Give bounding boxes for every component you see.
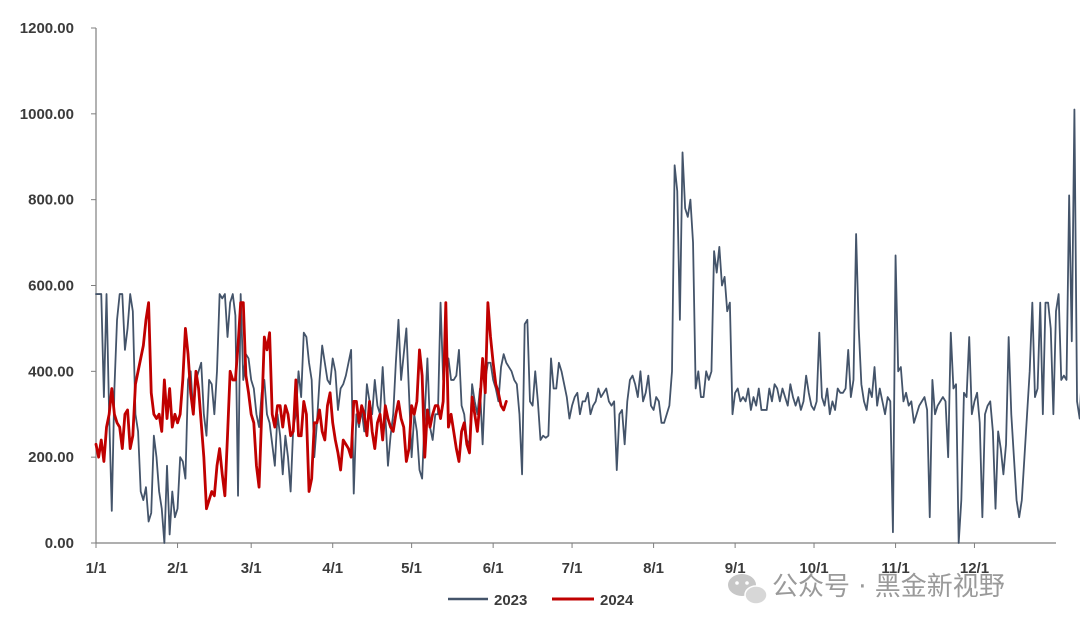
x-tick-label: 3/1 xyxy=(241,560,262,577)
wechat-icon xyxy=(728,574,768,605)
x-tick-label: 1/1 xyxy=(86,560,107,577)
y-tick-label: 400.00 xyxy=(28,363,74,380)
x-tick-label: 2/1 xyxy=(167,560,188,577)
series-lines xyxy=(94,108,1080,544)
y-tick-label: 600.00 xyxy=(28,278,74,295)
x-tick-label: 4/1 xyxy=(322,560,343,577)
axes xyxy=(95,28,1056,544)
x-tick-label: 10/1 xyxy=(799,560,828,577)
x-tick-label: 11/1 xyxy=(881,560,909,577)
x-tick-label: 5/1 xyxy=(401,560,422,577)
y-tick-label: 1200.00 xyxy=(20,20,74,37)
x-tick-label: 9/1 xyxy=(725,560,746,577)
y-tick-label: 0.00 xyxy=(45,535,74,552)
watermark: 公众号 · 黑金新视野 xyxy=(728,572,1005,605)
x-tick-label: 8/1 xyxy=(643,560,664,577)
x-ticks: 1/1 2/1 3/1 4/1 5/1 6/1 7/1 8/1 9/1 10/1 11/1 12/1 xyxy=(86,543,989,577)
legend: 2023 2024 xyxy=(448,592,634,609)
y-tick-label: 200.00 xyxy=(28,449,74,466)
x-tick-label: 7/1 xyxy=(562,560,583,577)
legend-label-2024: 2024 xyxy=(600,592,634,609)
series-line-2024 xyxy=(94,301,508,511)
legend-label-2023: 2023 xyxy=(494,592,527,609)
x-tick-label: 6/1 xyxy=(483,560,504,577)
y-ticks: 0.00 200.00 400.00 600.00 800.00 1000.00 1200.… xyxy=(20,20,96,552)
watermark-text: 公众号 · 黑金新视野 xyxy=(772,572,1005,602)
y-tick-label: 800.00 xyxy=(28,192,74,209)
y-tick-label: 1000.00 xyxy=(20,106,74,123)
x-tick-label: 12/1 xyxy=(960,560,989,577)
